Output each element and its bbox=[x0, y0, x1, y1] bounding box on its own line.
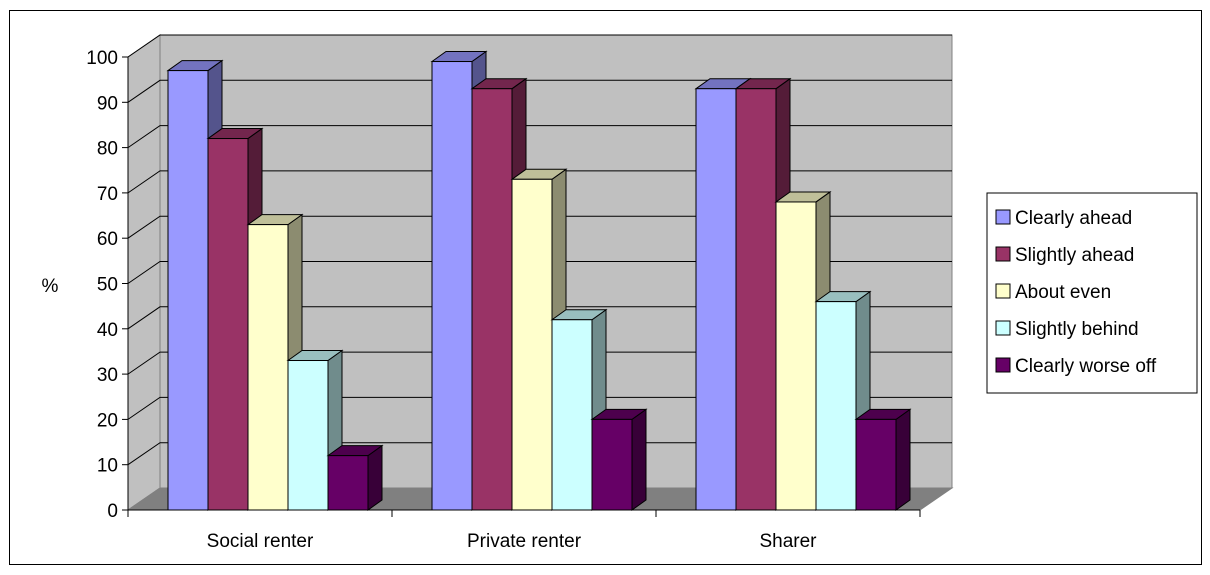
bar-front bbox=[695, 88, 737, 511]
legend-label: Slightly behind bbox=[1015, 319, 1139, 340]
bar-front bbox=[591, 418, 633, 511]
gridline bbox=[127, 79, 952, 103]
gridlines bbox=[127, 34, 952, 466]
y-axis-title: % bbox=[42, 276, 59, 297]
bar-side bbox=[367, 444, 383, 511]
bar-side bbox=[895, 408, 911, 511]
bar-front bbox=[735, 88, 777, 511]
legend: Clearly ahead Slightly ahead About even Sli… bbox=[986, 192, 1198, 394]
legend-swatch bbox=[995, 283, 1011, 299]
bar-front bbox=[287, 360, 329, 511]
bar-front bbox=[207, 138, 249, 511]
y-tick-label: 30 bbox=[97, 365, 118, 386]
y-tick-label: 90 bbox=[97, 93, 118, 114]
gridline bbox=[127, 125, 952, 149]
x-category-label: Social renter bbox=[207, 531, 314, 552]
axis-labels: 0 10 20 30 40 50 60 70 80 90 100 Social renter Priva… bbox=[86, 48, 817, 552]
x-category-label: Sharer bbox=[759, 531, 817, 552]
legend-swatch bbox=[995, 357, 1011, 373]
gridline bbox=[127, 215, 952, 239]
gridline bbox=[127, 261, 952, 284]
legend-label: About even bbox=[1015, 282, 1111, 303]
gridline bbox=[127, 442, 952, 466]
bar-front bbox=[855, 418, 897, 511]
bars bbox=[166, 50, 912, 511]
bar-front bbox=[247, 224, 289, 511]
x-category-label: Private renter bbox=[467, 531, 582, 552]
bar bbox=[326, 444, 384, 511]
gridline bbox=[127, 34, 952, 58]
legend-swatch bbox=[995, 209, 1011, 225]
bar-front bbox=[471, 88, 513, 511]
bar bbox=[590, 408, 648, 511]
bar-side bbox=[631, 408, 647, 511]
y-tick-label: 100 bbox=[86, 48, 118, 69]
y-tick-label: 60 bbox=[97, 229, 118, 250]
gridline bbox=[127, 170, 952, 194]
y-tick-label: 70 bbox=[97, 184, 118, 205]
bar bbox=[814, 290, 872, 511]
legend-box bbox=[986, 192, 1198, 394]
legend-label: Clearly ahead bbox=[1015, 208, 1132, 229]
gridline bbox=[127, 396, 952, 420]
gridline bbox=[127, 306, 952, 330]
bar-front bbox=[815, 301, 857, 511]
y-tick-label: 10 bbox=[97, 456, 118, 477]
gridline bbox=[127, 351, 952, 375]
bar-front bbox=[511, 178, 553, 511]
bar-front bbox=[431, 61, 473, 511]
bar-front bbox=[167, 70, 209, 511]
legend-label: Slightly ahead bbox=[1015, 245, 1134, 266]
legend-swatch bbox=[995, 246, 1011, 262]
bar-front bbox=[551, 319, 593, 511]
y-tick-label: 50 bbox=[97, 275, 118, 296]
legend-swatch bbox=[995, 320, 1011, 336]
bar-front bbox=[775, 201, 817, 511]
bar bbox=[854, 408, 912, 511]
y-tick-label: 80 bbox=[97, 139, 118, 160]
y-tick-label: 40 bbox=[97, 320, 118, 341]
y-tick-label: 0 bbox=[107, 501, 118, 522]
legend-label: Clearly worse off bbox=[1015, 356, 1157, 377]
bar-front bbox=[327, 455, 369, 511]
y-tick-label: 20 bbox=[97, 410, 118, 431]
